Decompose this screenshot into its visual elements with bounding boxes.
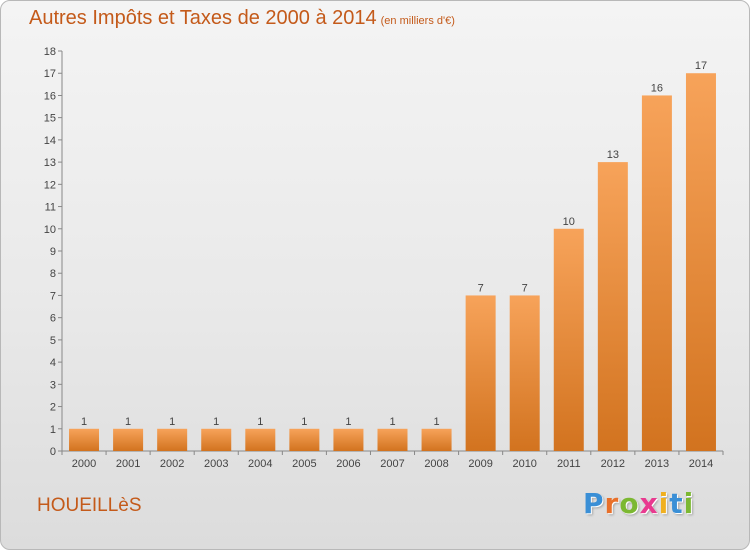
commune-name: HOUEILLèS — [37, 495, 142, 516]
data-label-2000: 1 — [81, 416, 87, 428]
bar-2011[interactable] — [553, 228, 584, 451]
brand-letter: r — [604, 487, 620, 520]
brand-letter: o — [619, 487, 640, 520]
chart-subtitle: (en milliers d'€) — [380, 15, 455, 27]
y-tick-label: 13 — [44, 157, 56, 169]
brand-letter: t — [669, 487, 684, 520]
x-tick-label-2001: 2001 — [116, 458, 140, 470]
bar-2010[interactable] — [509, 295, 540, 451]
x-tick-label-2004: 2004 — [248, 458, 272, 470]
data-label-2003: 1 — [213, 416, 219, 428]
bar-2002[interactable] — [157, 428, 188, 451]
bar-2008[interactable] — [421, 428, 452, 451]
data-label-2001: 1 — [125, 416, 131, 428]
bar-2013[interactable] — [641, 95, 672, 451]
chart-title: Autres Impôts et Taxes de 2000 à 2014 (en… — [29, 7, 455, 30]
x-tick-label-2002: 2002 — [160, 458, 184, 470]
bar-2003[interactable] — [201, 428, 232, 451]
y-tick-label: 17 — [44, 68, 56, 80]
bar-2005[interactable] — [289, 428, 320, 451]
y-tick-label: 2 — [50, 402, 56, 414]
x-tick-label-2005: 2005 — [292, 458, 316, 470]
bar-2007[interactable] — [377, 428, 408, 451]
y-tick-label: 3 — [50, 379, 56, 391]
x-tick-label-2013: 2013 — [645, 458, 669, 470]
data-label-2010: 7 — [522, 282, 528, 294]
x-tick-label-2003: 2003 — [204, 458, 228, 470]
title-text: Autres Impôts et Taxes de 2000 à 2014 — [29, 7, 377, 29]
x-tick-label-2010: 2010 — [512, 458, 536, 470]
bar-2006[interactable] — [333, 428, 364, 451]
brand-letter: P — [583, 487, 605, 520]
brand-letter: i — [683, 487, 695, 520]
y-tick-label: 18 — [44, 46, 56, 58]
data-label-2005: 1 — [301, 416, 307, 428]
x-tick-label-2009: 2009 — [468, 458, 492, 470]
data-label-2012: 13 — [607, 149, 619, 161]
bar-2012[interactable] — [597, 162, 628, 451]
y-tick-label: 11 — [45, 202, 56, 214]
x-tick-label-2008: 2008 — [424, 458, 448, 470]
y-tick-label: 15 — [44, 113, 56, 125]
bar-2009[interactable] — [465, 295, 496, 451]
bar-2014[interactable] — [685, 73, 716, 451]
brand-letter: x — [639, 487, 659, 520]
x-tick-label-2011: 2011 — [557, 458, 581, 470]
data-label-2013: 16 — [651, 82, 663, 94]
brand-letter: i — [658, 487, 670, 520]
x-tick-label-2012: 2012 — [601, 458, 625, 470]
x-tick-label-2007: 2007 — [380, 458, 404, 470]
y-tick-label: 16 — [44, 90, 56, 102]
data-label-2004: 1 — [257, 416, 263, 428]
bar-2004[interactable] — [245, 428, 276, 451]
y-tick-label: 0 — [50, 446, 56, 458]
data-label-2011: 10 — [563, 216, 575, 228]
data-label-2008: 1 — [434, 416, 440, 428]
y-tick-label: 8 — [50, 268, 56, 280]
bars — [69, 73, 716, 451]
y-tick-label: 4 — [50, 357, 56, 369]
y-tick-label: 9 — [50, 246, 56, 258]
data-label-2014: 17 — [695, 60, 707, 72]
data-label-2009: 7 — [478, 282, 484, 294]
y-tick-label: 6 — [50, 313, 56, 325]
y-tick-label: 12 — [44, 179, 56, 191]
data-label-2007: 1 — [389, 416, 395, 428]
x-tick-label-2000: 2000 — [72, 458, 96, 470]
bar-2001[interactable] — [113, 428, 144, 451]
bar-2000[interactable] — [69, 428, 100, 451]
y-tick-label: 14 — [44, 135, 56, 147]
data-label-2006: 1 — [345, 416, 351, 428]
y-tick-label: 7 — [50, 290, 56, 302]
proxiti-logo[interactable]: Proxiti — [583, 487, 694, 520]
x-tick-label-2006: 2006 — [336, 458, 360, 470]
data-label-2002: 1 — [169, 416, 175, 428]
y-tick-label: 1 — [50, 424, 56, 436]
y-tick-label: 5 — [50, 335, 56, 347]
x-tick-label-2014: 2014 — [689, 458, 713, 470]
y-tick-label: 10 — [44, 224, 56, 236]
